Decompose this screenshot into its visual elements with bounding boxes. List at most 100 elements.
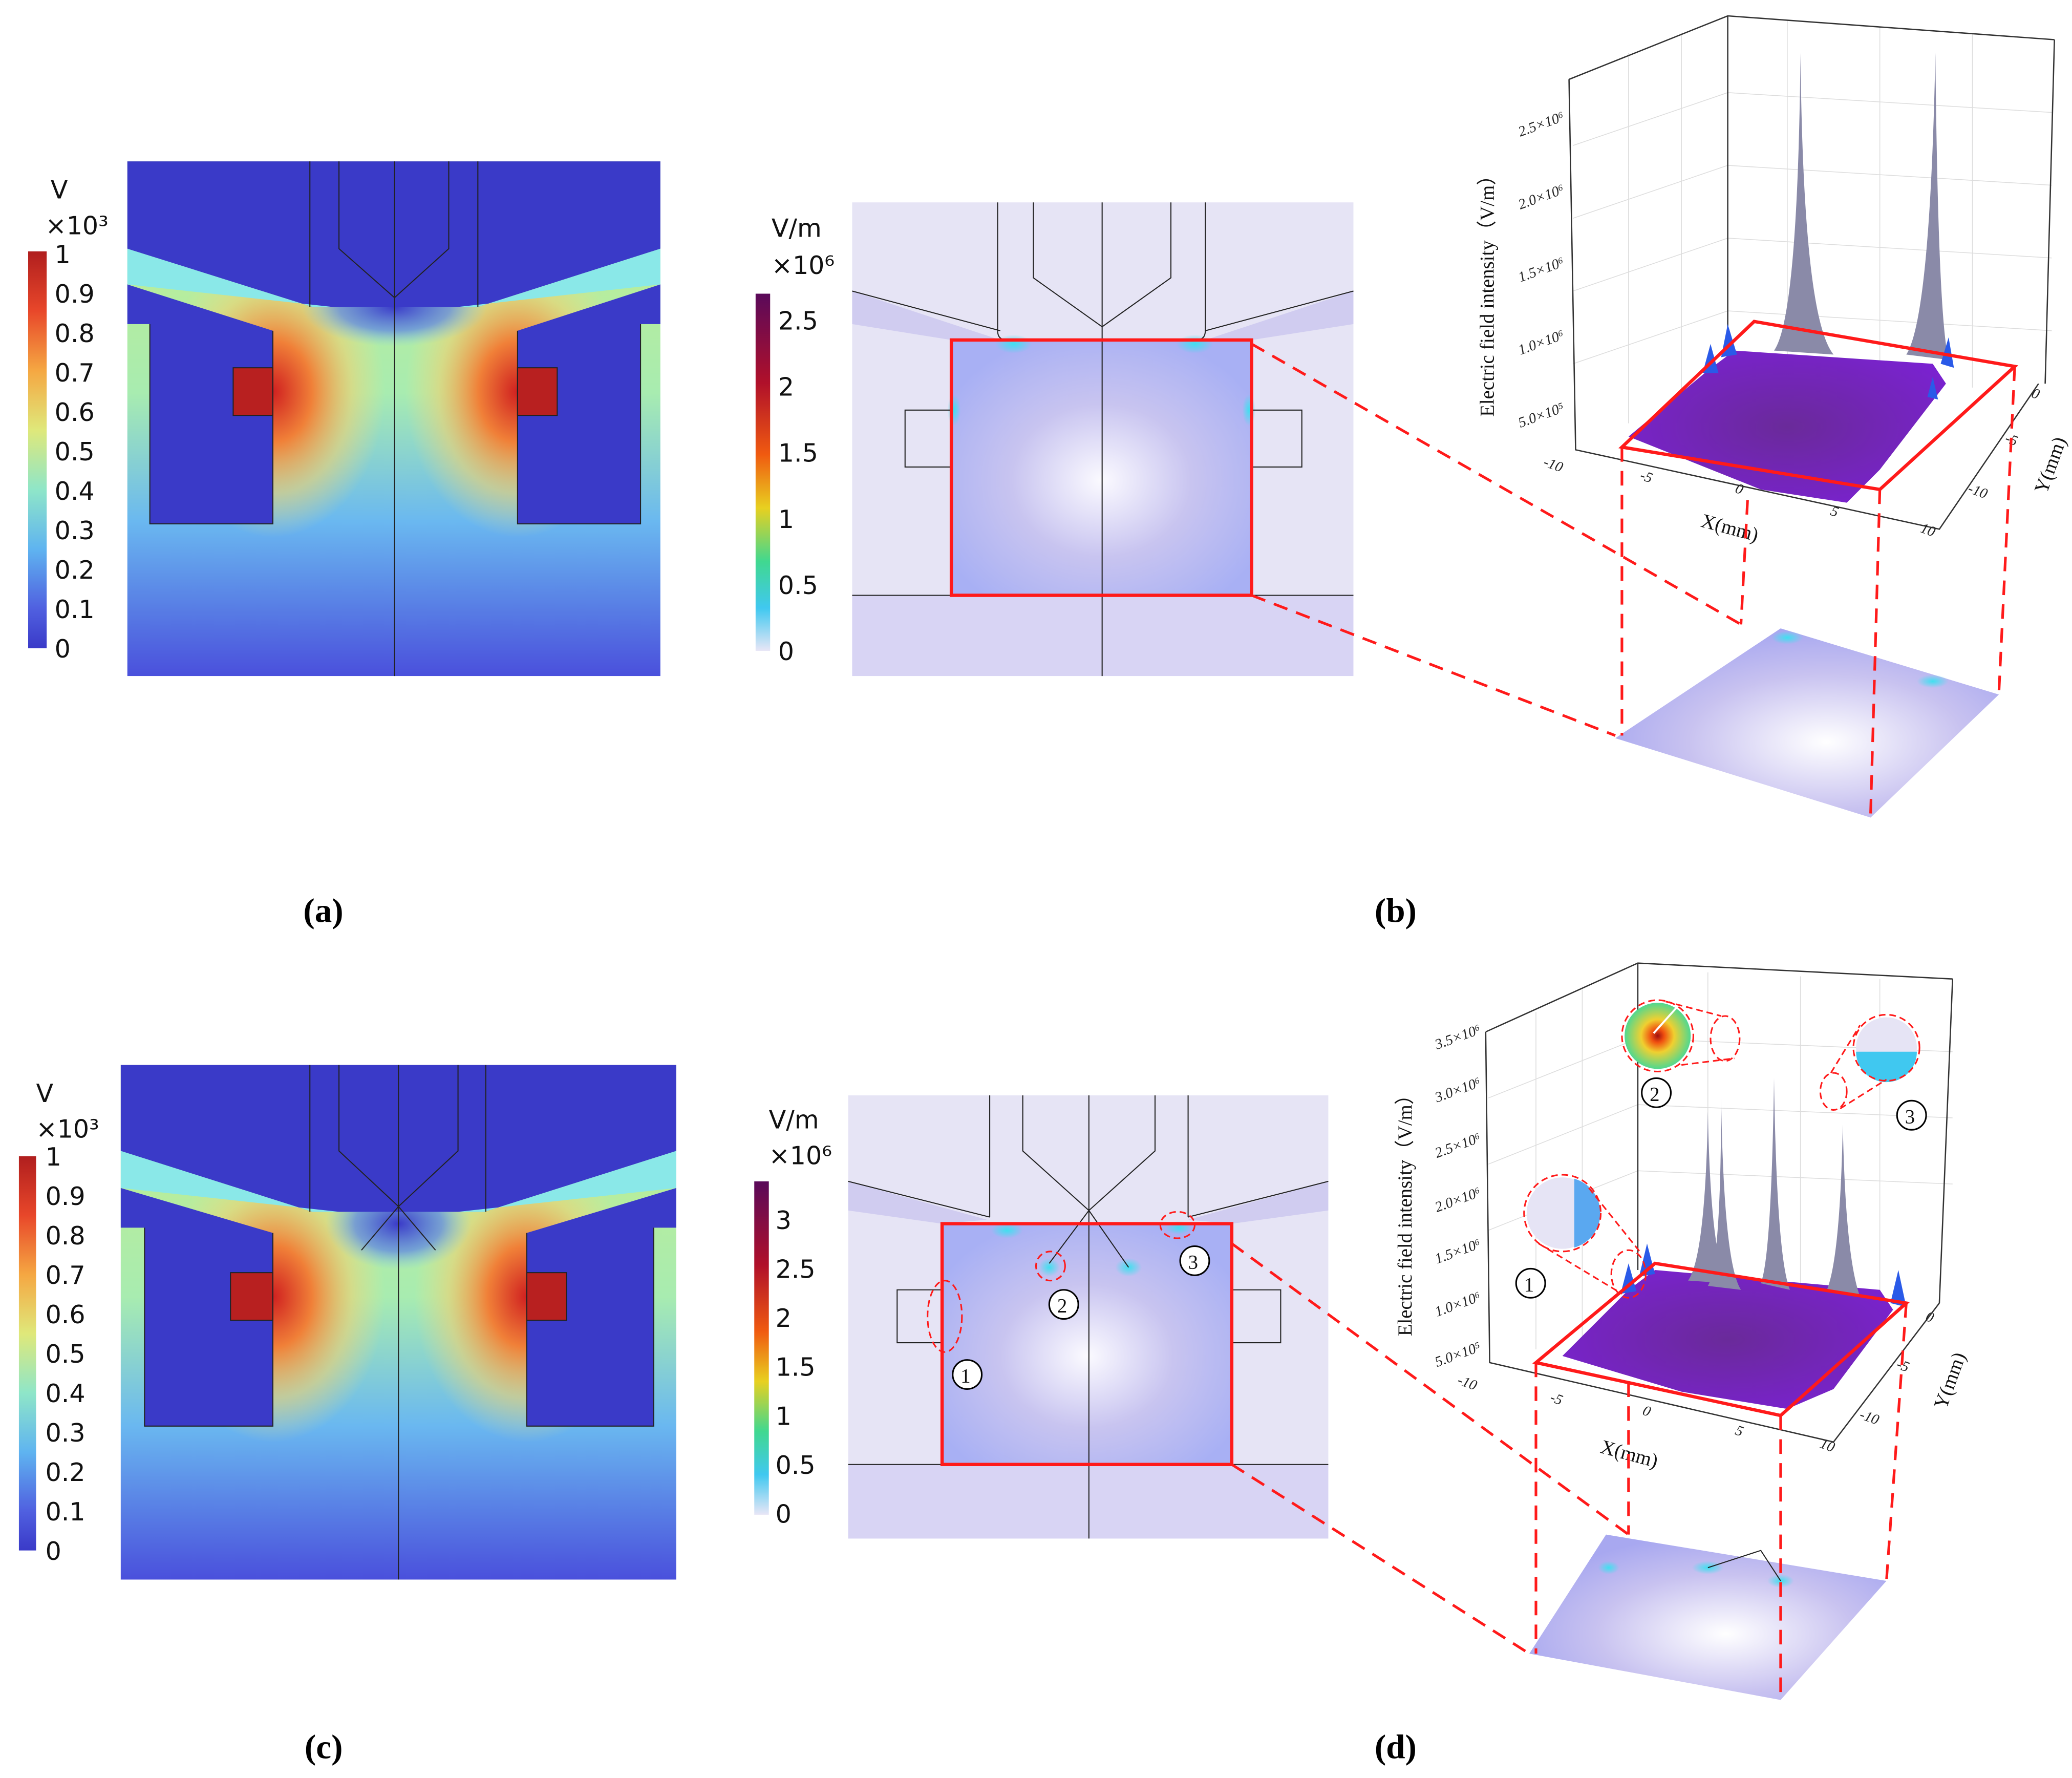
projection-plane-b <box>1615 628 1999 818</box>
colorbar-c: V ×10³ 1 0.9 0.8 0.7 0.6 0.5 0.4 0.3 0.2 0.1 0 <box>18 1078 99 1566</box>
colorbar-multiplier: ×10³ <box>46 210 109 240</box>
projection-plane-d <box>1529 1534 1887 1700</box>
panel-label-a: (a) <box>303 892 343 930</box>
y-tick-label: 0 <box>2030 385 2042 403</box>
callout-1-3d: 1 <box>1524 1274 1534 1296</box>
zoom-connector-d <box>1231 1242 1908 1700</box>
field-peak <box>1774 53 1834 355</box>
x-tick-label: -10 <box>1542 454 1565 476</box>
colorbar-tick-label: 0.9 <box>55 279 95 309</box>
colorbar-tick-label: 3 <box>776 1205 792 1235</box>
callout-2-3d: 2 <box>1650 1083 1659 1105</box>
panel-label-c: (c) <box>305 1727 343 1766</box>
z-tick-label: 2.0×10⁶ <box>1516 182 1566 213</box>
z-tick-label: 1.0×10⁶ <box>1433 1289 1483 1320</box>
z-tick-label: 2.0×10⁶ <box>1433 1184 1483 1216</box>
panel-d: 1 2 3 V/m ×10⁶ 3 2.5 2 1.5 1 0.5 0 Electric fi… <box>754 962 1970 1766</box>
colorbar-unit: V/m <box>769 1105 819 1135</box>
potential-map-c <box>120 1065 676 1580</box>
colorbar-tick-label: 2 <box>778 372 794 401</box>
colorbar-unit: V/m <box>772 213 822 243</box>
colorbar-a: V ×10³ 1 0.9 0.8 0.7 0.6 0.5 0.4 0.3 0.2 0.1 0 <box>28 175 109 664</box>
highlight-region-d <box>940 1222 1234 1466</box>
field-map-b <box>852 202 1354 676</box>
x-axis-label: X(mm) <box>1699 510 1761 546</box>
svg-text:1: 1 <box>960 1365 970 1387</box>
colorbar-tick-label: 0.3 <box>55 516 95 545</box>
colorbar-tick-label: 0.4 <box>55 476 95 506</box>
colorbar-tick-label: 0.5 <box>55 437 95 467</box>
z-tick-label: 5.0×10⁵ <box>1516 400 1566 431</box>
callout-marker-3 <box>1159 1211 1196 1239</box>
colorbar-tick-label: 0.1 <box>55 595 95 624</box>
y-tick-label: -10 <box>1966 480 1990 502</box>
colorbar-multiplier: ×10⁶ <box>772 250 835 280</box>
colorbar-tick-label: 0.5 <box>778 570 818 600</box>
z-axis-label: Electric field intensity（V/m） <box>1394 1085 1416 1336</box>
zoom-connector-b <box>1251 343 2016 815</box>
colorbar-d: V/m ×10⁶ 3 2.5 2 1.5 1 0.5 0 <box>754 1105 832 1529</box>
colorbar-tick-label: 0.1 <box>46 1497 86 1527</box>
panel-b: V/m ×10⁶ 2.5 2 1.5 1 0.5 0 Electric field int… <box>755 15 2071 930</box>
z-tick-label: 3.5×10⁶ <box>1433 1022 1483 1053</box>
colorbar-tick-label: 0.7 <box>46 1260 86 1290</box>
colorbar-tick-label: 2.5 <box>776 1255 816 1284</box>
z-tick-label: 1.5×10⁶ <box>1516 255 1566 286</box>
colorbar-tick-label: 1 <box>778 504 794 534</box>
colorbar-tick-label: 1 <box>776 1401 792 1431</box>
y-axis-label: Y(mm) <box>2030 434 2070 496</box>
panel-label-d: (d) <box>1375 1727 1417 1766</box>
dielectric-band-right <box>458 248 660 307</box>
surface-plot-d: Electric field intensity（V/m） X(mm) Y(mm… <box>1394 962 1970 1472</box>
surface-plot-b: Electric field intensity（V/m） X(mm) Y(mm… <box>1476 15 2071 546</box>
callout-3: 3 <box>1179 1245 1210 1276</box>
inset-2: 2 <box>1621 999 1741 1108</box>
field-peak <box>1702 324 1954 400</box>
colorbar-tick-label: 0.8 <box>55 319 95 348</box>
colorbar-b: V/m ×10⁶ 2.5 2 1.5 1 0.5 0 <box>755 213 835 666</box>
colorbar-tick-label: 1 <box>46 1142 61 1172</box>
field-hotspot <box>1176 334 1213 353</box>
callout-3-3d: 3 <box>1905 1106 1915 1128</box>
highlight-region-b <box>949 338 1253 597</box>
top-electrode <box>127 161 660 307</box>
colorbar-tick-label: 2 <box>776 1303 792 1333</box>
x-tick-label: 0 <box>1640 1403 1653 1420</box>
svg-text:2: 2 <box>1057 1295 1067 1317</box>
panel-c: V ×10³ 1 0.9 0.8 0.7 0.6 0.5 0.4 0.3 0.2 0.1 0 (c) <box>18 1065 676 1766</box>
colorbar-tick-label: 0.7 <box>55 358 95 388</box>
field-surface <box>1562 1270 1893 1409</box>
right-block <box>517 284 660 524</box>
colorbar-tick-label: 0.4 <box>46 1379 86 1408</box>
potential-map-a <box>127 161 660 676</box>
colorbar-tick-label: 2.5 <box>778 306 818 335</box>
colorbar-tick-label: 0.9 <box>46 1181 86 1211</box>
colorbar-multiplier: ×10³ <box>36 1114 99 1144</box>
z-tick-label: 2.5×10⁶ <box>1516 109 1566 140</box>
colorbar-multiplier: ×10⁶ <box>769 1140 832 1170</box>
z-axis-label: Electric field intensity（V/m） <box>1476 165 1498 417</box>
right-coil <box>517 367 558 416</box>
colorbar-tick-label: 0 <box>46 1536 61 1566</box>
svg-text:3: 3 <box>1188 1251 1198 1273</box>
callout-1: 1 <box>952 1359 983 1390</box>
field-peak <box>1688 1078 1860 1297</box>
field-map-d: 1 2 3 <box>848 1095 1329 1539</box>
x-tick-label: 0 <box>1733 480 1745 498</box>
panel-label-b: (b) <box>1375 892 1417 930</box>
inset-1: 1 <box>1515 1174 1647 1299</box>
highlight-region-3d-d <box>1532 1261 1910 1417</box>
colorbar-unit: V <box>36 1078 54 1108</box>
y-axis-label: Y(mm) <box>1930 1349 1970 1412</box>
colorbar-tick-label: 0 <box>778 637 794 666</box>
colorbar-tick-label: 1.5 <box>776 1352 816 1382</box>
colorbar-tick-label: 0.5 <box>776 1450 816 1480</box>
colorbar-unit: V <box>51 175 68 205</box>
y-tick-label: 0 <box>1924 1309 1936 1326</box>
colorbar-tick-label: 0.2 <box>46 1457 86 1487</box>
callout-2: 2 <box>1048 1289 1079 1320</box>
colorbar-tick-label: 0.5 <box>46 1339 86 1369</box>
z-tick-label: 1.5×10⁶ <box>1433 1236 1483 1267</box>
colorbar-tick-label: 1.5 <box>778 438 818 468</box>
